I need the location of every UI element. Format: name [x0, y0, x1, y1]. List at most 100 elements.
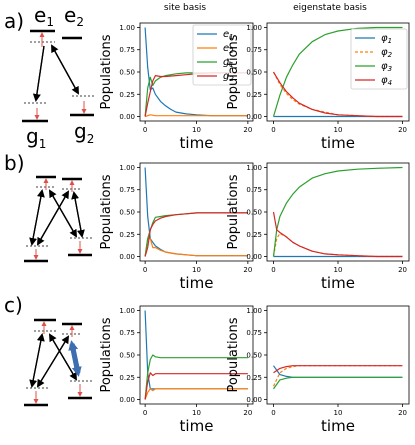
x-tick-label: 0 [271, 409, 275, 417]
chart-c-site: 0.00 0.25 0.50 0.75 1.00 0 10 20 time Populations [99, 305, 254, 435]
y-tick-label: 0.75 [119, 186, 135, 194]
column-title-eigen: eigenstate basis [293, 3, 367, 13]
y-tick-label: 0.00 [119, 253, 135, 261]
x-tick-label: 0 [271, 266, 275, 274]
y-tick-label: 0.75 [119, 329, 135, 337]
chart-a-eigen: 0.00 0.25 0.50 0.75 1.00 0 10 20 time Populations… [226, 22, 410, 152]
level-label-e2: e2 [64, 3, 84, 29]
x-tick-label: 20 [243, 126, 252, 134]
y-tick-label: 0.25 [119, 374, 135, 382]
y-tick-label: 1.00 [246, 307, 262, 315]
y-tick-label: 0.00 [246, 113, 262, 121]
x-axis-label: time [180, 417, 214, 435]
level-label-g2: g2 [74, 119, 94, 146]
series-line-4 [144, 372, 248, 400]
y-axis-label: Populations [99, 34, 114, 109]
y-tick-label: 1.00 [246, 164, 262, 172]
x-axis-label: time [180, 134, 214, 152]
series-line-2 [144, 388, 248, 400]
legend-box [350, 28, 408, 90]
y-tick-label: 0.75 [246, 186, 262, 194]
y-tick-label: 1.00 [246, 24, 262, 32]
x-tick-label: 20 [398, 126, 407, 134]
series-line-3 [144, 354, 248, 400]
series-line-1 [273, 365, 403, 378]
x-tick-label: 20 [398, 266, 407, 274]
series-line-2 [144, 114, 248, 118]
legend-label: φ3 [381, 61, 392, 73]
legend-box [192, 24, 252, 86]
y-tick-label: 0.00 [246, 396, 262, 404]
y-tick-label: 0.50 [119, 209, 135, 217]
x-tick-label: 10 [334, 409, 343, 417]
y-tick-label: 0.75 [246, 46, 262, 54]
legend-label: g1 [223, 57, 234, 69]
chart-b-eigen: 0.00 0.25 0.50 0.75 1.00 0 10 20 time Populations [226, 162, 410, 292]
x-tick-label: 0 [143, 266, 147, 274]
row-label-c: c) [4, 293, 23, 317]
legend-label: φ4 [381, 75, 392, 87]
y-tick-label: 1.00 [119, 307, 135, 315]
x-tick-label: 0 [143, 126, 147, 134]
x-tick-label: 10 [192, 409, 201, 417]
series-line-3 [272, 26, 403, 117]
legend: e1 e2 g1 g2 [192, 24, 252, 86]
y-tick-label: 0.50 [119, 352, 135, 360]
row-label-a: a) [4, 9, 24, 33]
x-tick-label: 10 [192, 126, 201, 134]
x-axis-label: time [321, 274, 355, 292]
y-tick-label: 0.00 [119, 113, 135, 121]
y-tick-label: 1.00 [119, 164, 135, 172]
x-tick-label: 10 [192, 266, 201, 274]
y-axis-label: Populations [99, 317, 114, 392]
level-diagram-b [24, 175, 92, 263]
plot-frame [266, 305, 410, 405]
x-axis-label: time [321, 134, 355, 152]
y-tick-label: 0.50 [246, 69, 262, 77]
y-axis-label: Populations [226, 34, 241, 109]
legend-label: φ1 [381, 33, 392, 45]
chart-b-site: 0.00 0.25 0.50 0.75 1.00 0 10 20 time Populations [99, 162, 254, 292]
series-line-4 [272, 71, 403, 118]
y-tick-label: 0.50 [246, 352, 262, 360]
series-line-2 [272, 365, 403, 387]
legend-label: g2 [223, 71, 234, 83]
series-line-2 [272, 232, 403, 258]
x-axis-label: time [180, 274, 214, 292]
y-axis-label: Populations [226, 174, 241, 249]
series-line-4 [144, 212, 248, 257]
row-label-b: b) [4, 151, 25, 175]
x-tick-label: 10 [334, 126, 343, 134]
column-title-site: site basis [164, 3, 207, 13]
series-line-2 [144, 238, 248, 257]
x-tick-label: 20 [243, 409, 252, 417]
y-tick-label: 0.00 [119, 396, 135, 404]
y-tick-label: 0.25 [246, 91, 262, 99]
series-line-3 [272, 166, 403, 257]
y-axis-label: Populations [99, 174, 114, 249]
chart-panels: 0.00 0.25 0.50 0.75 1.00 0 10 20 time Populations… [99, 22, 410, 435]
x-tick-label: 10 [334, 266, 343, 274]
y-tick-label: 0.25 [246, 374, 262, 382]
plot-frame [266, 162, 410, 262]
legend-label: φ2 [381, 47, 393, 59]
level-label-e1: e1 [34, 3, 54, 29]
legend-label: e2 [223, 43, 234, 55]
level-diagram-a: e1 e2 g1 g2 [22, 3, 94, 151]
legend: φ1 φ2 φ3 φ4 [350, 28, 408, 90]
chart-c-eigen: 0.00 0.25 0.50 0.75 1.00 0 10 20 time Populations [226, 305, 410, 435]
x-axis-label: time [321, 417, 355, 435]
x-tick-label: 20 [243, 266, 252, 274]
y-tick-label: 0.25 [119, 231, 135, 239]
series-line-4 [273, 365, 403, 374]
level-label-g1: g1 [26, 124, 46, 151]
chart-a-site: 0.00 0.25 0.50 0.75 1.00 0 10 20 time Populations… [99, 22, 254, 152]
y-tick-label: 1.00 [119, 24, 135, 32]
y-tick-label: 0.00 [246, 253, 262, 261]
y-tick-label: 0.25 [246, 231, 262, 239]
y-axis-label: Populations [226, 317, 241, 392]
x-tick-label: 20 [398, 409, 407, 417]
level-diagram-c [24, 318, 92, 407]
series-line-4 [272, 211, 403, 258]
